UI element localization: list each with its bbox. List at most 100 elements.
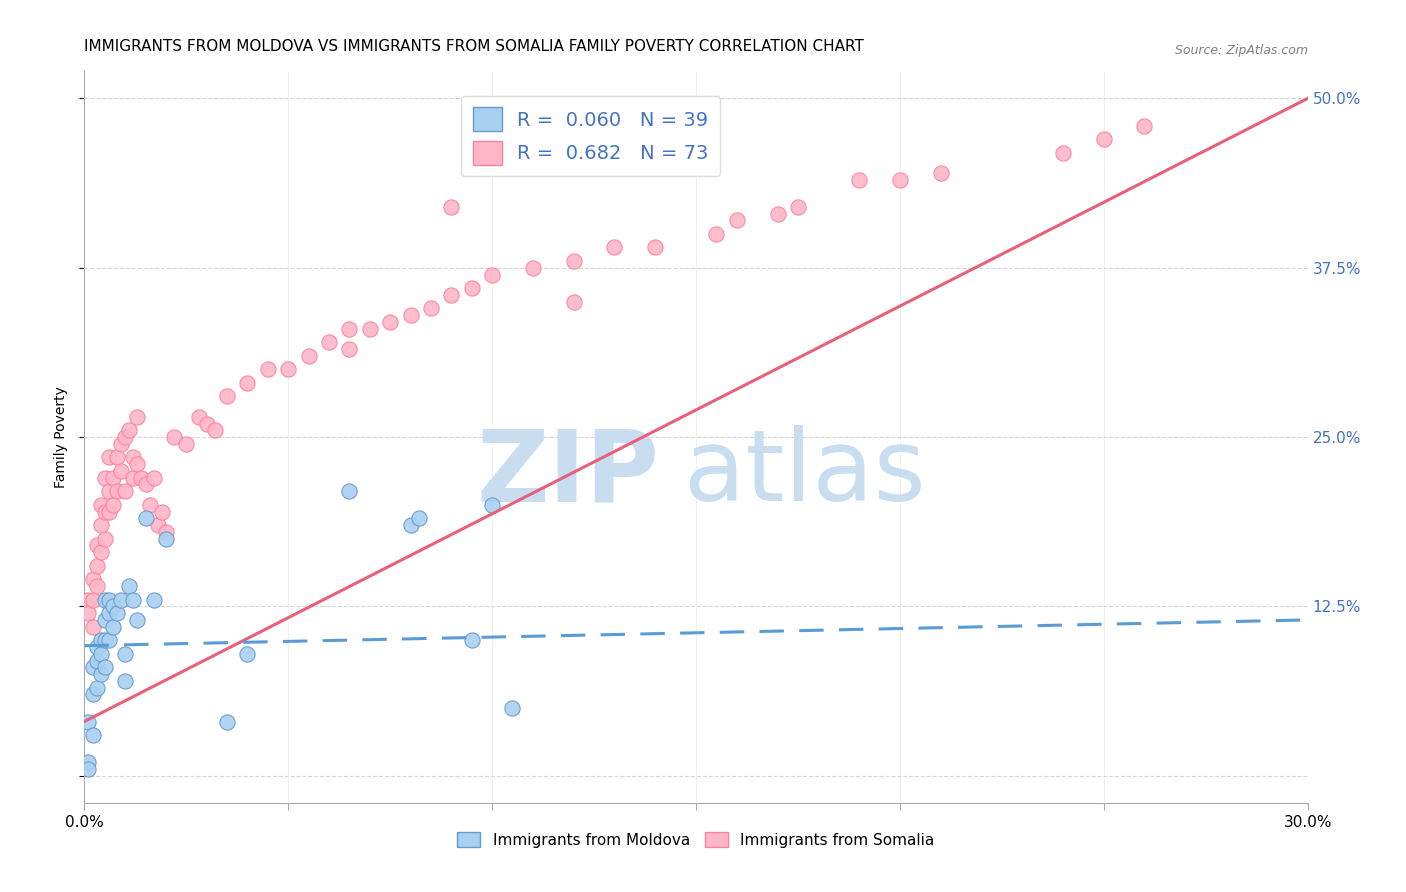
Point [127, 409, 149, 424]
Point [461, 281, 484, 295]
Point [163, 430, 186, 444]
Point [93, 613, 115, 627]
Point [105, 450, 128, 465]
Point [277, 362, 299, 376]
Point [135, 511, 157, 525]
Point [481, 268, 503, 282]
Point [204, 423, 226, 437]
Point [97, 450, 120, 465]
Point [481, 498, 503, 512]
Y-axis label: Family Poverty: Family Poverty [53, 386, 67, 488]
Point [131, 471, 153, 485]
Point [82, 688, 104, 702]
Point [408, 511, 430, 525]
Point [146, 518, 169, 533]
Point [90, 518, 112, 533]
Point [114, 430, 136, 444]
Point [339, 322, 361, 336]
Point [82, 728, 104, 742]
Point [77, 762, 100, 776]
Point [93, 532, 115, 546]
Point [889, 172, 911, 186]
Point [97, 592, 120, 607]
Point [122, 592, 145, 607]
Point [399, 308, 422, 322]
Point [90, 633, 112, 648]
Point [298, 349, 321, 363]
Point [318, 335, 340, 350]
Point [82, 660, 104, 674]
Point [93, 633, 115, 648]
Point [114, 647, 136, 661]
Point [93, 660, 115, 674]
Point [86, 579, 108, 593]
Point [127, 457, 149, 471]
Point [339, 484, 361, 499]
Point [114, 673, 136, 688]
Point [110, 592, 132, 607]
Point [97, 633, 120, 648]
Legend: Immigrants from Moldova, Immigrants from Somalia: Immigrants from Moldova, Immigrants from… [451, 825, 941, 854]
Point [562, 294, 585, 309]
Point [82, 592, 104, 607]
Point [86, 681, 108, 695]
Point [101, 471, 124, 485]
Point [1052, 145, 1074, 160]
Point [766, 206, 789, 220]
Point [93, 505, 115, 519]
Point [725, 213, 748, 227]
Point [461, 633, 484, 648]
Point [90, 545, 112, 559]
Point [187, 409, 209, 424]
Point [110, 437, 132, 451]
Point [86, 538, 108, 552]
Point [155, 532, 177, 546]
Point [380, 315, 402, 329]
Point [399, 518, 422, 533]
Point [105, 606, 128, 620]
Point [101, 498, 124, 512]
Point [118, 423, 141, 437]
Text: atlas: atlas [683, 425, 925, 522]
Point [114, 484, 136, 499]
Point [122, 471, 145, 485]
Point [97, 505, 120, 519]
Point [86, 654, 108, 668]
Point [217, 714, 239, 729]
Point [86, 558, 108, 573]
Point [90, 647, 112, 661]
Point [77, 592, 100, 607]
Point [82, 620, 104, 634]
Point [122, 450, 145, 465]
Point [644, 240, 666, 254]
Point [848, 172, 870, 186]
Text: Source: ZipAtlas.com: Source: ZipAtlas.com [1174, 44, 1308, 57]
Point [929, 166, 952, 180]
Text: ZIP: ZIP [477, 425, 659, 522]
Point [155, 524, 177, 539]
Point [101, 599, 124, 614]
Point [359, 322, 381, 336]
Point [1092, 132, 1115, 146]
Point [142, 592, 165, 607]
Point [93, 471, 115, 485]
Point [86, 640, 108, 654]
Point [110, 464, 132, 478]
Point [522, 260, 544, 275]
Point [105, 484, 128, 499]
Point [150, 505, 173, 519]
Point [787, 200, 810, 214]
Point [236, 376, 259, 390]
Point [562, 254, 585, 268]
Point [118, 579, 141, 593]
Point [97, 484, 120, 499]
Point [142, 471, 165, 485]
Point [1133, 119, 1156, 133]
Point [77, 606, 100, 620]
Point [77, 714, 100, 729]
Point [97, 606, 120, 620]
Point [502, 701, 524, 715]
Point [127, 613, 149, 627]
Point [90, 498, 112, 512]
Point [236, 647, 259, 661]
